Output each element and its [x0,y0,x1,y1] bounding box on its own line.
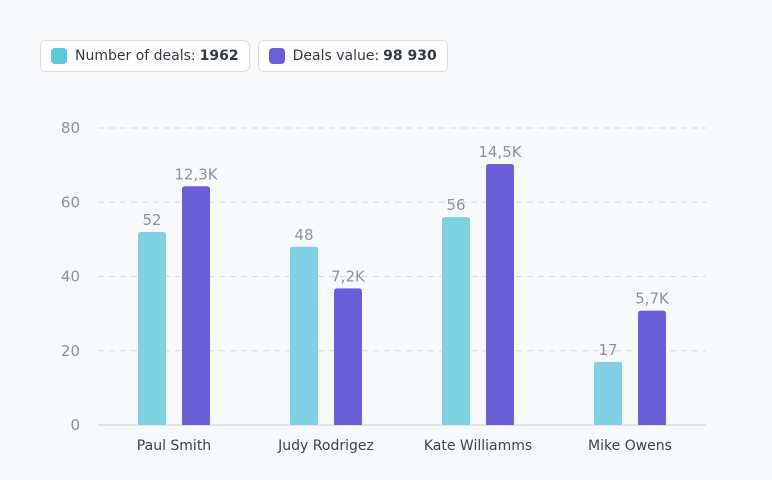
bar-number-of-deals [290,246,318,425]
y-tick-label: 80 [61,119,80,137]
data-label: 7,2K [331,267,366,285]
x-category-label: Kate Williamms [424,438,532,454]
x-category-label: Mike Owens [588,438,672,454]
bar-deals-value [638,310,666,425]
chart-legend: Number of deals: 1962 Deals value: 98 93… [40,40,448,72]
legend-label-value: Deals value: [292,48,380,64]
bar-number-of-deals [442,217,470,425]
bar-deals-value [334,288,362,425]
y-tick-label: 0 [70,416,80,434]
legend-swatch-value [268,48,285,64]
data-label: 5,7K [635,290,670,308]
data-label: 14,5K [478,143,522,161]
bar-number-of-deals [594,361,622,425]
data-label: 17 [598,341,617,359]
legend-value-value: 98 930 [383,48,437,64]
bar-number-of-deals [138,231,166,425]
x-category-label: Paul Smith [137,438,211,454]
bar-deals-value [486,164,514,426]
y-tick-label: 40 [61,268,80,286]
data-label: 12,3K [174,165,218,183]
legend-value-deals: 1962 [199,48,239,64]
data-label: 56 [446,196,465,214]
data-label: 48 [294,226,313,244]
legend-item-number-of-deals[interactable]: Number of deals: 1962 [40,40,250,72]
legend-label-deals: Number of deals: [75,48,196,64]
x-category-label: Judy Rodrigez [277,438,374,454]
bar-deals-value [182,186,210,425]
legend-item-deals-value[interactable]: Deals value: 98 930 [257,40,448,72]
y-tick-label: 20 [61,342,80,360]
data-label: 52 [142,211,161,229]
y-tick-label: 60 [61,193,80,211]
legend-swatch-deals [51,48,67,64]
